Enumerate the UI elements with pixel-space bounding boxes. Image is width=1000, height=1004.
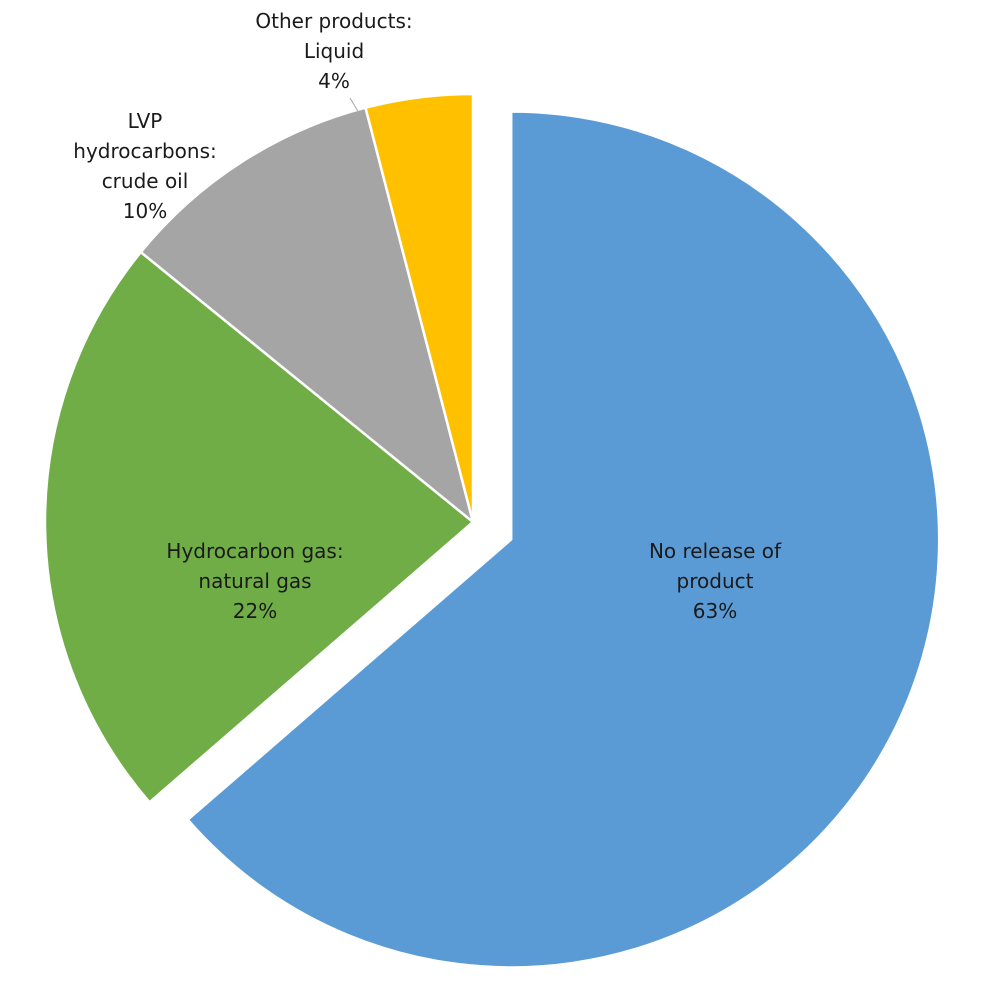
- slice-category-label: No release of: [649, 539, 782, 563]
- slice-category-label: product: [677, 569, 754, 593]
- pie-slice-label-2: LVP hydrocarbons: crude oil 10%: [73, 109, 216, 223]
- pie-slice-3: [364, 92, 475, 524]
- slice-percent-label: 4%: [318, 69, 350, 93]
- slice-category-label: LVP: [128, 109, 163, 133]
- pie-slice-label-1: Hydrocarbon gas: natural gas 22%: [166, 539, 343, 623]
- slice-category-label: Other products:: [255, 9, 412, 33]
- pie-slice-1: [43, 250, 475, 804]
- slice-percent-label: 22%: [233, 599, 277, 623]
- pie-slice-label-3: Other products: Liquid 4%: [255, 9, 412, 93]
- slice-category-label: crude oil: [102, 169, 189, 193]
- slice-category-label: natural gas: [198, 569, 311, 593]
- pie-slice-2: [139, 106, 475, 524]
- label-leader-line-3: [349, 97, 363, 119]
- pie-slice-0: [186, 110, 941, 969]
- slice-category-label: Liquid: [304, 39, 364, 63]
- slice-category-label: Hydrocarbon gas:: [166, 539, 343, 563]
- slice-percent-label: 63%: [693, 599, 737, 623]
- pie-slice-label-0: No release of product 63%: [649, 539, 782, 623]
- slice-percent-label: 10%: [123, 199, 167, 223]
- slice-category-label: hydrocarbons:: [73, 139, 216, 163]
